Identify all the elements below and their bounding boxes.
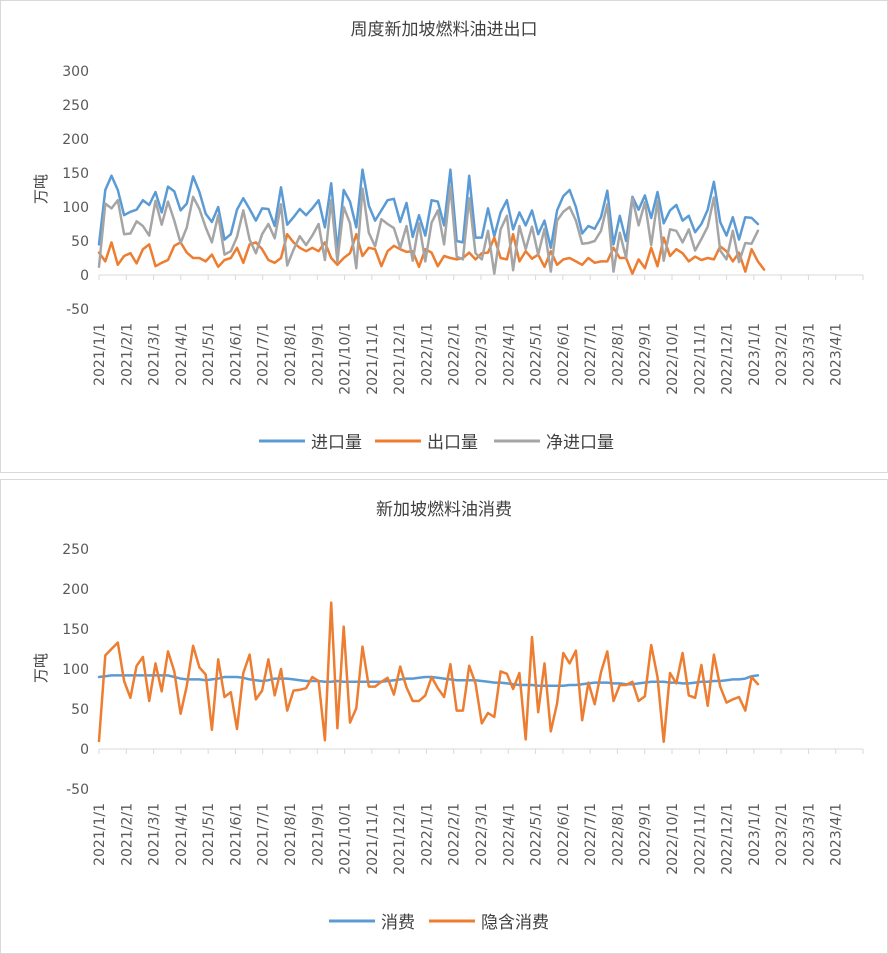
- consumption-chart-panel: 新加坡燃料油消费 万吨 -50 0 50 100 150 200 250 2021/1/1 2…: [0, 479, 888, 954]
- x-tick-label: 2022/8/1: [610, 323, 626, 386]
- legend-label: 隐含消费: [481, 913, 549, 933]
- y-axis-label: 万吨: [32, 653, 50, 683]
- x-tick-label: 2021/1/1: [92, 323, 108, 386]
- x-tick-label: 2022/9/1: [638, 323, 654, 386]
- x-tick-label: 2023/2/1: [774, 803, 790, 866]
- legend: 进口量 出口量 净进口量: [259, 433, 614, 453]
- x-tick-label: 2021/7/1: [256, 803, 272, 866]
- x-tick-label: 2022/3/1: [474, 323, 490, 386]
- y-tick-label: 0: [80, 268, 89, 284]
- x-tick-label: 2022/1/1: [419, 803, 435, 866]
- y-axis-label: 万吨: [32, 174, 50, 204]
- x-tick-label: 2023/1/1: [747, 803, 763, 866]
- x-tick-label: 2022/7/1: [583, 803, 599, 866]
- x-tick-label: 2022/11/1: [692, 803, 708, 875]
- x-tick-label: 2021/5/1: [201, 803, 217, 866]
- x-tick-label: 2021/8/1: [283, 323, 299, 386]
- x-tick-label: 2022/8/1: [610, 803, 626, 866]
- y-tick-label: 250: [62, 98, 89, 114]
- x-tick-label: 2022/9/1: [638, 803, 654, 866]
- y-tick-label: 300: [62, 64, 89, 80]
- y-tick-label: 50: [71, 234, 89, 250]
- x-tick-label: 2021/11/1: [365, 803, 381, 875]
- x-tick-label: 2021/10/1: [338, 803, 354, 875]
- x-tick-label: 2022/4/1: [501, 803, 517, 866]
- y-tick-label: 0: [80, 742, 89, 758]
- series-lines: [97, 168, 766, 275]
- x-tick-label: 2021/10/1: [338, 323, 354, 395]
- x-tick-label: 2023/4/1: [829, 323, 845, 386]
- x-tick-label: 2023/3/1: [801, 803, 817, 866]
- x-axis-ticks: 2021/1/1 2021/2/1 2021/3/1 2021/4/1 2021/5/1…: [92, 275, 864, 395]
- legend-label: 消费: [381, 913, 415, 933]
- x-tick-label: 2022/7/1: [583, 323, 599, 386]
- x-tick-label: 2021/2/1: [119, 323, 135, 386]
- y-tick-label: 200: [62, 582, 89, 598]
- chart-title: 新加坡燃料油消费: [376, 500, 512, 520]
- y-tick-label: 100: [62, 662, 89, 678]
- y-tick-label: -50: [66, 302, 89, 318]
- y-tick-label: 150: [62, 166, 89, 182]
- x-tick-label: 2021/12/1: [392, 803, 408, 875]
- x-tick-label: 2021/2/1: [119, 803, 135, 866]
- x-tick-label: 2023/1/1: [747, 323, 763, 386]
- x-tick-label: 2022/4/1: [501, 323, 517, 386]
- x-tick-label: 2021/9/1: [310, 803, 326, 866]
- x-tick-label: 2021/1/1: [92, 803, 108, 866]
- legend: 消费 隐含消费: [329, 913, 549, 933]
- y-tick-label: 100: [62, 200, 89, 216]
- x-tick-label: 2022/2/1: [447, 323, 463, 386]
- x-tick-label: 2023/4/1: [829, 803, 845, 866]
- y-tick-label: 200: [62, 132, 89, 148]
- x-tick-label: 2022/12/1: [720, 323, 736, 395]
- chart-title: 周度新加坡燃料油进出口: [351, 20, 538, 40]
- x-tick-label: 2023/3/1: [801, 323, 817, 386]
- series-line-出口量: [97, 232, 766, 275]
- y-tick-label: 50: [71, 702, 89, 718]
- x-tick-label: 2022/6/1: [556, 323, 572, 386]
- y-tick-label: 250: [62, 542, 89, 558]
- x-tick-label: 2021/4/1: [174, 323, 190, 386]
- series-lines: [97, 601, 760, 744]
- x-tick-label: 2021/9/1: [310, 323, 326, 386]
- x-tick-label: 2022/2/1: [447, 803, 463, 866]
- legend-label: 净进口量: [546, 433, 614, 453]
- x-tick-label: 2021/12/1: [392, 323, 408, 395]
- y-axis-ticks: -50 0 50 100 150 200 250: [62, 542, 89, 798]
- x-tick-label: 2022/12/1: [720, 803, 736, 875]
- imports-exports-chart: 周度新加坡燃料油进出口 万吨 -50 0 50 100 150 200 250 300 202…: [32, 20, 864, 453]
- x-tick-label: 2022/3/1: [474, 803, 490, 866]
- y-tick-label: 150: [62, 622, 89, 638]
- x-tick-label: 2022/6/1: [556, 803, 572, 866]
- x-tick-label: 2021/8/1: [283, 803, 299, 866]
- x-tick-label: 2022/1/1: [419, 323, 435, 386]
- x-tick-label: 2021/6/1: [228, 803, 244, 866]
- series-line-净进口量: [97, 185, 760, 275]
- legend-label: 进口量: [311, 433, 362, 453]
- legend-label: 出口量: [427, 433, 478, 453]
- y-tick-label: -50: [66, 782, 89, 798]
- series-line-消费: [97, 674, 760, 688]
- series-line-隐含消费: [97, 601, 760, 744]
- x-tick-label: 2022/10/1: [665, 803, 681, 875]
- x-tick-label: 2022/5/1: [529, 323, 545, 386]
- x-tick-label: 2023/2/1: [774, 323, 790, 386]
- x-axis-ticks: 2021/1/1 2021/2/1 2021/3/1 2021/4/1 2021/5/1…: [92, 749, 864, 875]
- y-axis-ticks: -50 0 50 100 150 200 250 300: [62, 64, 89, 318]
- x-tick-label: 2022/5/1: [529, 803, 545, 866]
- x-tick-label: 2021/6/1: [228, 323, 244, 386]
- x-tick-label: 2022/11/1: [692, 323, 708, 395]
- x-tick-label: 2021/4/1: [174, 803, 190, 866]
- x-tick-label: 2021/11/1: [365, 323, 381, 395]
- series-line-进口量: [97, 168, 760, 253]
- x-tick-label: 2021/3/1: [147, 323, 163, 386]
- x-tick-label: 2021/5/1: [201, 323, 217, 386]
- x-tick-label: 2021/3/1: [147, 803, 163, 866]
- x-tick-label: 2021/7/1: [256, 323, 272, 386]
- imports-exports-chart-panel: 周度新加坡燃料油进出口 万吨 -50 0 50 100 150 200 250 300 202…: [0, 0, 888, 473]
- x-tick-label: 2022/10/1: [665, 323, 681, 395]
